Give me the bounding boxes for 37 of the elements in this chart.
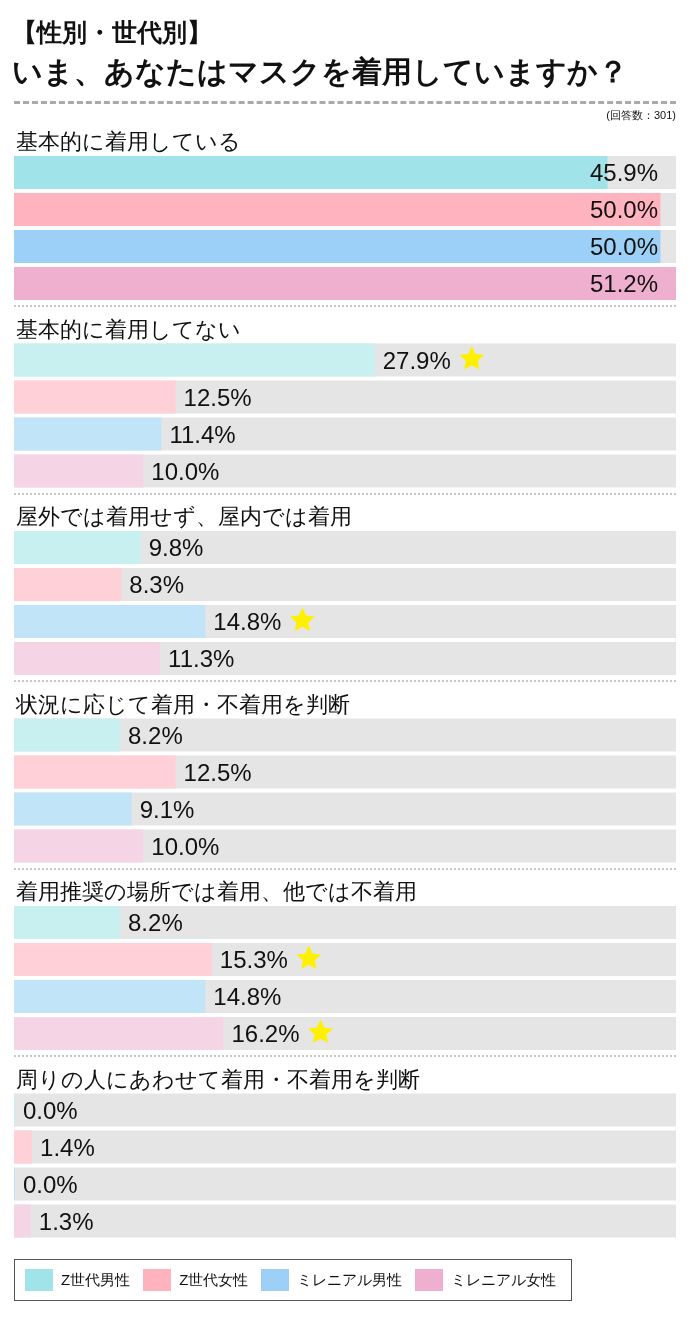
y-tick-label: 周りの人にあわせて着用・不着用を判断 — [16, 1066, 420, 1092]
data-label: 14.8% — [213, 983, 282, 1010]
data-label: 9.1% — [139, 795, 195, 823]
y-tick-label: 状況に応じて着用・不着用を判断 — [15, 691, 350, 717]
data-label: 45.9% — [589, 159, 658, 186]
data-label: 0.0% — [23, 1170, 78, 1198]
data-label: 8.2% — [128, 721, 183, 749]
y-tick-label: 着用推奨の場所では着用、他では不着用 — [16, 879, 417, 905]
data-label: 1.3% — [38, 1207, 94, 1235]
y-tick-label: 基本的に着用している — [16, 129, 241, 155]
data-label: 0.0% — [23, 1096, 78, 1124]
data-label: 10.0% — [151, 832, 220, 860]
legend-label: ミレニアル女性 — [451, 1270, 557, 1290]
data-label: 11.4% — [169, 420, 236, 448]
data-label: 11.3% — [168, 645, 235, 672]
data-label: 9.8% — [148, 534, 204, 561]
data-label: 12.5% — [183, 758, 252, 786]
data-label: 12.5% — [183, 383, 252, 411]
data-label: 14.8% — [213, 608, 282, 635]
data-label: 8.3% — [129, 571, 185, 598]
data-label: 8.2% — [128, 909, 183, 936]
chart-subtitle: 【性別・世代別】 — [12, 17, 213, 48]
data-label: 1.4% — [40, 1133, 95, 1161]
legend-label: Z世代女性 — [179, 1270, 249, 1290]
data-label: 27.9% — [382, 346, 451, 374]
chart-title: いま、あなたはマスクを着用していますか？ — [12, 54, 628, 90]
y-tick-label: 屋外では着用せず、屋内では着用 — [16, 504, 352, 530]
text: (回答数：301) — [606, 108, 676, 123]
data-label: 51.2% — [589, 270, 658, 297]
y-tick-label: 基本的に着用してない — [16, 316, 241, 342]
data-label: 10.0% — [151, 457, 220, 485]
legend-label: ミレニアル男性 — [297, 1270, 403, 1290]
legend-label: Z世代男性 — [61, 1270, 131, 1290]
data-label: 50.0% — [589, 233, 658, 260]
data-label: 15.3% — [219, 946, 288, 973]
data-label: 16.2% — [231, 1020, 300, 1047]
data-label: 50.0% — [589, 196, 658, 223]
